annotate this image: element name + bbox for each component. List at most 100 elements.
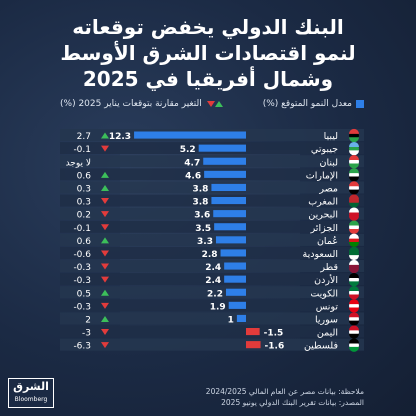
country-label: الكويت [310, 288, 338, 299]
table-row [60, 233, 364, 246]
bar [134, 131, 246, 139]
change-label: لا يوجد [66, 158, 91, 168]
bar [204, 170, 246, 178]
flag-stripe-top [349, 286, 359, 292]
table-row [60, 273, 364, 286]
change-down-icon [101, 224, 109, 231]
bar-value-label: 2.8 [202, 250, 218, 260]
country-label: تونس [316, 301, 339, 312]
flag-stripe-top [349, 181, 359, 187]
bar [213, 210, 246, 218]
bar [211, 197, 246, 205]
change-down-icon [101, 329, 109, 336]
chart-title: البنك الدولي يخفض توقعاته لنمو اقتصادات … [0, 14, 416, 92]
table-row [60, 220, 364, 233]
bar [236, 314, 246, 322]
legend-change: التغير مقارنة بتوقعات يناير 2025 (%) [60, 99, 223, 109]
logo-english: Bloomberg [14, 396, 48, 403]
change-label: -6.3 [73, 342, 91, 352]
asharq-bloomberg-logo: الشرق Bloomberg [8, 378, 54, 408]
change-label: -0.3 [73, 263, 91, 273]
bar-value-label: 4.6 [185, 171, 201, 181]
country-label: عُمان [317, 236, 338, 247]
change-label: 0.2 [77, 211, 91, 221]
flag-stripe-top [349, 312, 359, 318]
change-label: -0.3 [73, 302, 91, 312]
bar [198, 144, 246, 152]
bar [225, 288, 246, 296]
bar-value-label: 12.3 [109, 132, 131, 142]
change-label: 0.5 [77, 289, 91, 299]
flag-stripe-top [349, 338, 359, 344]
change-down-icon [101, 250, 109, 257]
legend-growth-label: معدل النمو المتوقع (%) [262, 99, 352, 109]
flag-stripe-bottom [349, 346, 359, 352]
flag-stripe-bottom [349, 228, 359, 234]
bar-value-label: 3.5 [195, 224, 211, 234]
flag-stripe-top [349, 207, 359, 213]
bar [211, 183, 246, 191]
country-label: المغرب [308, 197, 338, 208]
country-label: جيبوتي [311, 144, 338, 155]
bar-value-label: 3.6 [194, 211, 210, 221]
country-label: اليمن [317, 328, 338, 339]
country-label: سوريا [315, 314, 338, 325]
flag-stripe-bottom [349, 202, 359, 208]
change-label: 0.6 [77, 237, 92, 247]
country-label: مصر [318, 183, 338, 194]
bar-value-label: 2.2 [207, 289, 223, 299]
flag-stripe-top [349, 325, 359, 331]
flag-stripe-bottom [349, 137, 359, 143]
change-down-icon [101, 198, 109, 205]
notes: ملاحظة: بيانات مصر عن العام المالي 2024/… [206, 386, 364, 408]
change-down-icon [101, 302, 109, 309]
title-line-3: وشمال أفريقيا في 2025 [82, 67, 334, 91]
flag-stripe-bottom [349, 307, 359, 313]
change-label: -0.3 [73, 276, 91, 286]
bar-value-label: -1.5 [264, 329, 284, 339]
legend-square-icon [356, 99, 364, 108]
flag-stripe-bottom [349, 320, 359, 326]
change-up-icon [101, 237, 109, 244]
change-up-icon [101, 289, 109, 296]
change-up-icon [101, 315, 109, 322]
bar-value-label: -1.6 [265, 342, 285, 352]
table-row [60, 338, 364, 351]
change-label: 2 [85, 315, 91, 325]
flag-stripe-bottom [349, 189, 359, 195]
flag-stripe-top [349, 259, 359, 265]
flag-stripe-top [349, 168, 359, 174]
table-row [60, 325, 364, 338]
change-label: -0.1 [73, 145, 91, 155]
flag-stripe-bottom [349, 333, 359, 339]
logo-arabic: الشرق [13, 380, 49, 393]
change-down-icon [101, 342, 109, 349]
flag-stripe-bottom [349, 215, 359, 221]
change-label: 0.3 [77, 184, 91, 194]
change-up-icon [101, 132, 109, 139]
note-line-1: ملاحظة: بيانات مصر عن العام المالي 2024/… [205, 387, 364, 396]
flag-stripe-top [349, 272, 359, 278]
bar [246, 341, 261, 349]
bar [214, 223, 246, 231]
title-line-2: لنمو اقتصادات الشرق الأوسط [60, 41, 356, 65]
change-label: -0.1 [73, 224, 91, 234]
change-down-icon [101, 263, 109, 270]
flag-stripe-top [349, 246, 359, 252]
country-label: فلسطين [304, 341, 338, 352]
table-row [60, 312, 364, 325]
legend-change-label: التغير مقارنة بتوقعات يناير 2025 (%) [60, 99, 202, 109]
flag-stripe-top [349, 194, 359, 200]
table-row [60, 260, 364, 273]
bar [220, 249, 246, 257]
country-label: ليبيا [324, 131, 338, 142]
bar-value-label: 2.4 [205, 276, 221, 286]
flag-stripe-top [349, 128, 359, 134]
change-label: 0.3 [77, 198, 91, 208]
country-label: الجزائر [310, 223, 338, 234]
triangle-down-icon [206, 100, 215, 107]
change-label: -0.6 [73, 250, 91, 260]
flag-stripe-bottom [349, 281, 359, 287]
bar-value-label: 3.8 [192, 198, 208, 208]
